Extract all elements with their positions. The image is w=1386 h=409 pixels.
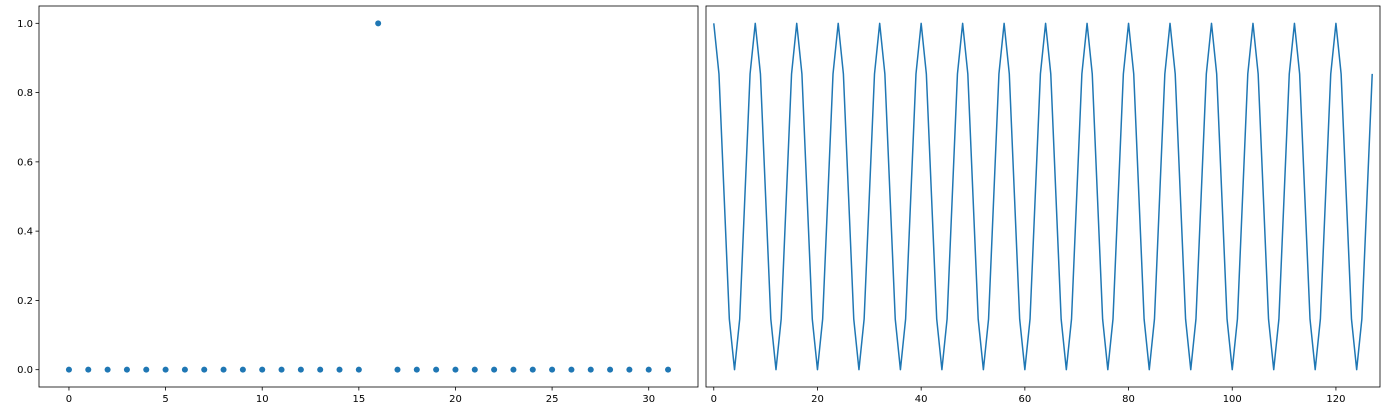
y-tick-label: 1.0 bbox=[17, 19, 33, 30]
scatter-point bbox=[452, 366, 459, 373]
x-tick-label: 0 bbox=[66, 394, 72, 405]
scatter-point bbox=[162, 366, 169, 373]
scatter-point bbox=[665, 366, 672, 373]
scatter-point bbox=[645, 366, 652, 373]
left-y-axis: 0.0 0.2 0.4 0.6 0.8 1.0 bbox=[17, 19, 39, 376]
right-line-series bbox=[713, 22, 1373, 371]
scatter-point bbox=[587, 366, 594, 373]
x-tick-label: 40 bbox=[915, 394, 928, 405]
scatter-point bbox=[568, 366, 575, 373]
scatter-point bbox=[85, 366, 92, 373]
scatter-point bbox=[123, 366, 130, 373]
scatter-point bbox=[549, 366, 556, 373]
left-x-axis: 0 5 10 15 20 25 30 bbox=[66, 387, 655, 405]
x-tick-label: 20 bbox=[811, 394, 824, 405]
x-tick-label: 10 bbox=[256, 394, 269, 405]
scatter-point bbox=[394, 366, 401, 373]
scatter-point bbox=[433, 366, 440, 373]
left-scatter-points bbox=[65, 20, 672, 373]
x-tick-label: 80 bbox=[1122, 394, 1135, 405]
scatter-point bbox=[104, 366, 111, 373]
scatter-point bbox=[220, 366, 227, 373]
y-tick-label: 0.2 bbox=[17, 296, 33, 307]
scatter-point bbox=[259, 366, 266, 373]
x-tick-label: 100 bbox=[1223, 394, 1242, 405]
scatter-point bbox=[278, 366, 285, 373]
scatter-point bbox=[413, 366, 420, 373]
scatter-point bbox=[181, 366, 188, 373]
y-tick-label: 0.8 bbox=[17, 88, 33, 99]
scatter-point bbox=[471, 366, 478, 373]
scatter-point bbox=[510, 366, 517, 373]
x-tick-label: 5 bbox=[162, 394, 168, 405]
scatter-point bbox=[201, 366, 208, 373]
scatter-point bbox=[143, 366, 150, 373]
scatter-point bbox=[317, 366, 324, 373]
y-tick-label: 0.6 bbox=[17, 157, 33, 168]
scatter-point bbox=[297, 366, 304, 373]
scatter-point bbox=[65, 366, 72, 373]
x-tick-label: 60 bbox=[1018, 394, 1031, 405]
right-axes-frame bbox=[705, 5, 1381, 388]
scatter-point bbox=[355, 366, 362, 373]
right-line-plot: 0 20 40 60 80 100 120 bbox=[705, 5, 1381, 405]
scatter-point bbox=[375, 20, 382, 27]
scatter-point bbox=[336, 366, 343, 373]
line-series bbox=[713, 22, 1373, 371]
x-tick-label: 25 bbox=[546, 394, 559, 405]
x-tick-label: 20 bbox=[449, 394, 462, 405]
scatter-point bbox=[607, 366, 614, 373]
scatter-point bbox=[491, 366, 498, 373]
scatter-point bbox=[239, 366, 246, 373]
scatter-point bbox=[626, 366, 633, 373]
left-axes-frame bbox=[38, 5, 699, 388]
y-tick-label: 0.0 bbox=[17, 365, 33, 376]
x-tick-label: 15 bbox=[352, 394, 365, 405]
x-tick-label: 0 bbox=[711, 394, 717, 405]
x-tick-label: 30 bbox=[642, 394, 655, 405]
scatter-point bbox=[529, 366, 536, 373]
right-x-axis: 0 20 40 60 80 100 120 bbox=[711, 387, 1345, 405]
left-scatter-plot: 0 5 10 15 20 25 30 0.0 0.2 0.4 0.6 0.8 1.0 bbox=[17, 5, 699, 405]
x-tick-label: 120 bbox=[1326, 394, 1345, 405]
y-tick-label: 0.4 bbox=[17, 227, 33, 238]
